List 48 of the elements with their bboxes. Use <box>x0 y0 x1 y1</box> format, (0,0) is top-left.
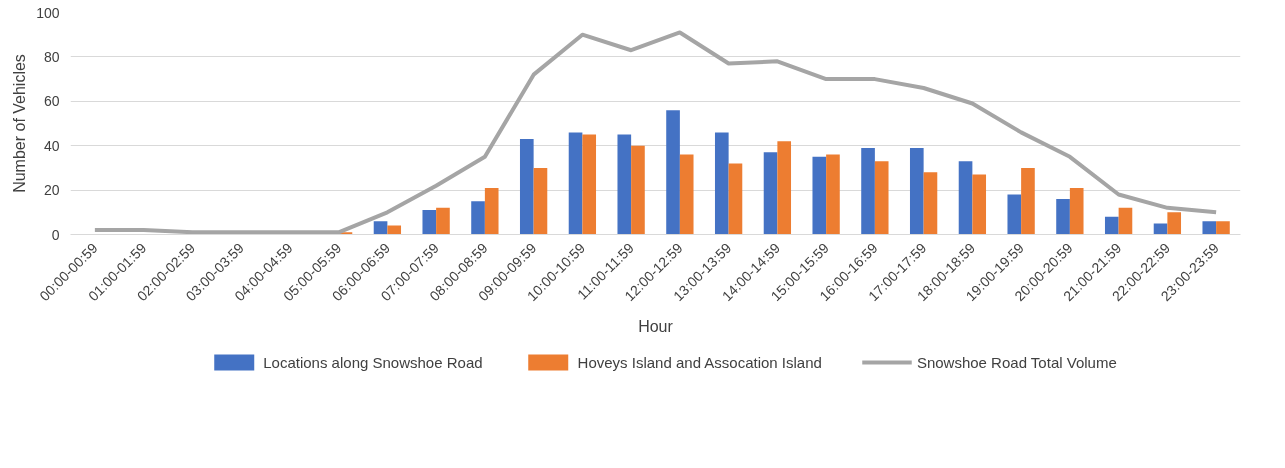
bar <box>1021 167 1035 235</box>
y-axis-title: Number of Vehicles <box>11 54 29 193</box>
y-tick-label: 0 <box>51 226 60 243</box>
y-tick-label: 100 <box>36 4 60 21</box>
bar <box>679 154 694 235</box>
bar <box>1216 221 1230 235</box>
bar <box>387 225 402 235</box>
bar <box>763 152 778 235</box>
bar <box>1202 221 1217 235</box>
bar <box>617 134 632 235</box>
bar <box>972 174 987 235</box>
bar <box>1104 216 1119 235</box>
line-series <box>92 30 1219 235</box>
bar <box>728 163 743 235</box>
y-tick-label: 20 <box>43 182 60 199</box>
bar <box>373 221 388 235</box>
bar <box>519 139 534 235</box>
y-tick-label: 80 <box>43 48 60 65</box>
bar <box>1167 212 1182 235</box>
bar <box>714 132 729 235</box>
bar <box>484 187 499 235</box>
bar <box>1118 207 1133 235</box>
legend-label: Hoveys Island and Assocation Island <box>577 353 822 371</box>
x-axis-title: Hour <box>638 317 674 335</box>
y-tick-label: 40 <box>43 137 60 154</box>
bar <box>958 161 973 235</box>
bar <box>861 147 875 235</box>
bar <box>923 172 938 235</box>
bar <box>812 156 827 235</box>
bar <box>1056 198 1070 235</box>
bar <box>436 207 450 235</box>
bar <box>1069 187 1084 235</box>
bar <box>582 134 597 235</box>
bar <box>422 210 437 235</box>
bar <box>874 161 889 235</box>
bar <box>777 141 792 235</box>
legend-label: Snowshoe Road Total Volume <box>916 353 1117 371</box>
bar <box>826 154 840 235</box>
bar <box>533 167 548 235</box>
legend-label: Locations along Snowshoe Road <box>263 353 483 371</box>
bar <box>471 201 485 235</box>
bar <box>666 110 680 235</box>
bar <box>631 145 645 235</box>
y-tick-label: 60 <box>43 93 60 110</box>
bar <box>1007 194 1022 235</box>
bar <box>909 147 924 235</box>
bar <box>568 132 583 235</box>
bar <box>1153 223 1168 235</box>
